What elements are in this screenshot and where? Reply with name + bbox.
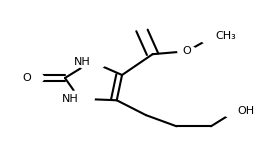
Circle shape: [77, 53, 106, 70]
Text: NH: NH: [73, 57, 90, 67]
Circle shape: [23, 72, 44, 84]
Text: O: O: [22, 73, 31, 83]
Text: OH: OH: [237, 106, 254, 116]
Text: O: O: [183, 46, 191, 56]
Circle shape: [65, 91, 94, 107]
Circle shape: [199, 28, 228, 45]
Text: NH: NH: [61, 94, 78, 104]
Text: CH₃: CH₃: [216, 31, 237, 41]
Circle shape: [223, 105, 247, 118]
Circle shape: [178, 46, 196, 56]
